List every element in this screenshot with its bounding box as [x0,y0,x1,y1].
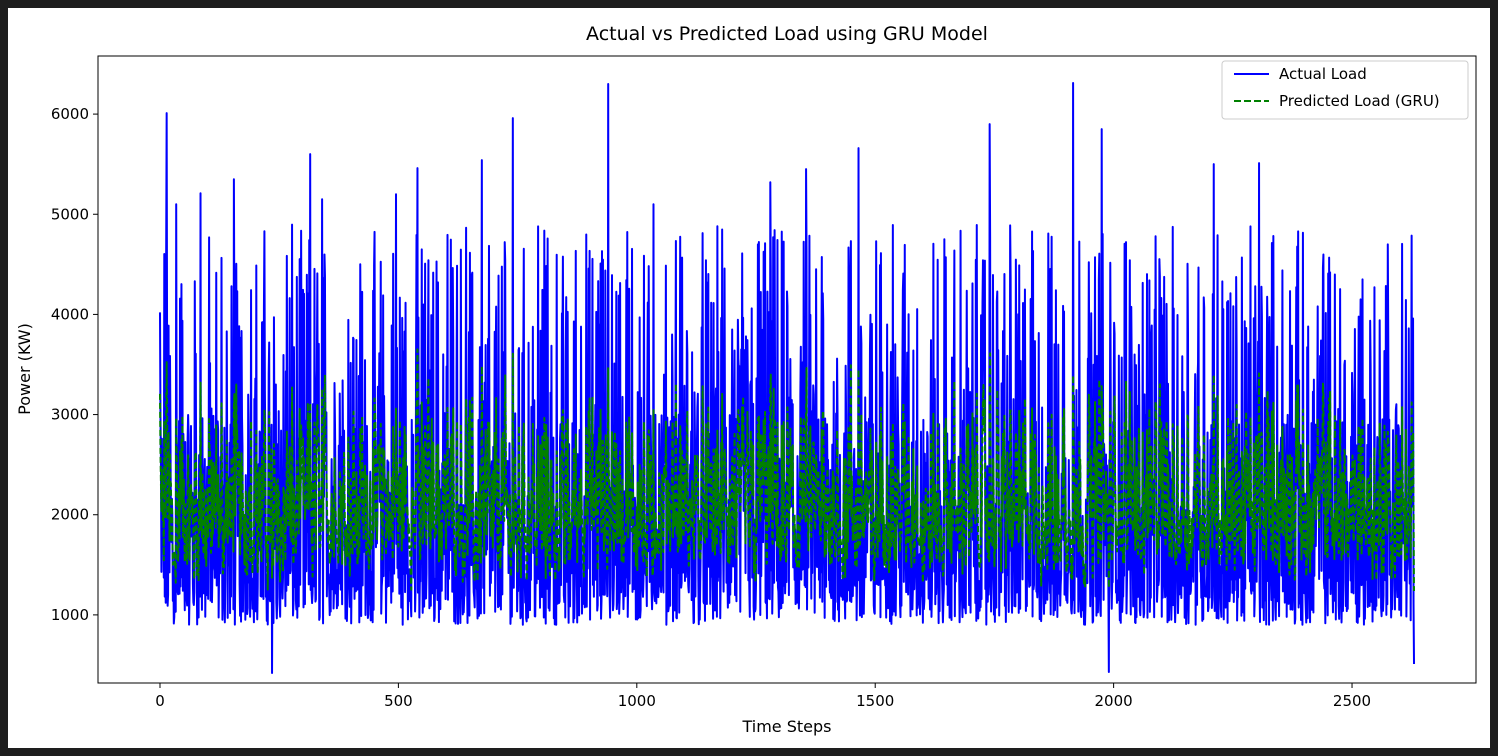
x-tick-label: 2000 [1095,692,1133,710]
y-tick-label: 6000 [51,105,89,123]
x-axis: 0 500 1000 1500 2000 2500 [155,683,1371,710]
x-tick-label: 1000 [618,692,656,710]
legend-label-predicted: Predicted Load (GRU) [1279,92,1440,110]
y-tick-label: 3000 [51,406,89,424]
chart-title: Actual vs Predicted Load using GRU Model [586,23,988,45]
y-tick-label: 1000 [51,606,89,624]
chart-svg: Actual vs Predicted Load using GRU Model… [15,23,1477,736]
legend-label-actual: Actual Load [1279,65,1367,83]
y-axis-label: Power (KW) [15,323,34,415]
plot-frame [97,55,1477,684]
y-tick-label: 2000 [51,506,89,524]
series-line-actual-load [158,82,1416,674]
x-tick-label: 500 [384,692,413,710]
legend: Actual Load Predicted Load (GRU) [1221,60,1469,120]
legend-box [1221,60,1469,120]
plot-area [97,55,1477,684]
y-tick-label: 4000 [51,305,89,323]
x-tick-label: 1500 [856,692,894,710]
x-tick-label: 2500 [1333,692,1371,710]
x-axis-label: Time Steps [741,717,831,736]
y-axis: 1000 2000 3000 4000 5000 6000 [51,105,98,624]
x-tick-label: 0 [155,692,165,710]
chart-figure: Actual vs Predicted Load using GRU Model… [8,8,1490,748]
y-tick-label: 5000 [51,205,89,223]
series-layer [158,82,1416,674]
series-line-predicted-load [158,348,1416,591]
